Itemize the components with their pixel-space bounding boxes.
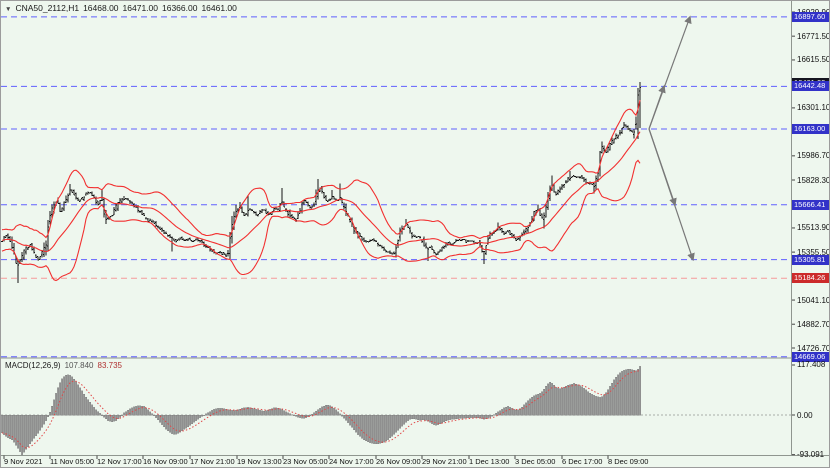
projection-arrow[interactable]	[648, 84, 666, 130]
macd-name: MACD(12,26,9)	[5, 361, 61, 370]
time-axis-label: 23 Nov 05:00	[283, 457, 328, 466]
time-axis-label: 1 Dec 13:00	[469, 457, 510, 466]
time-axis-label: 26 Nov 09:00	[376, 457, 421, 466]
price-axis-label: 16615.50	[797, 55, 830, 65]
ohlc-close: 16461.00	[201, 3, 237, 13]
time-axis-label: 9 Nov 2021	[4, 457, 43, 466]
price-axis-label: 16301.10	[797, 103, 830, 113]
price-level-box: 16163.00	[792, 123, 829, 134]
price-level-box: 16897.60	[792, 11, 829, 22]
chart-dropdown-icon[interactable]: ▼	[5, 6, 12, 13]
macd-axis-label: -93.091	[797, 450, 825, 460]
ohlc-high: 16471.00	[122, 3, 158, 13]
price-level-box: 16442.48	[792, 81, 829, 92]
projection-arrow[interactable]	[648, 128, 695, 262]
price-axis-label: 15828.30	[797, 175, 830, 185]
macd-axis-label: 117.408	[797, 360, 826, 370]
symbol-timeframe-label: CNA50_2112,H1	[15, 3, 80, 13]
price-axis-label: 14882.70	[797, 319, 830, 329]
time-axis-label: 16 Nov 09:00	[143, 457, 188, 466]
price-level-box: 15184.26	[792, 273, 829, 284]
price-axis-label: 15355.50	[797, 247, 830, 257]
bollinger-lower-band	[1, 159, 641, 282]
price-axis-label: 15986.70	[797, 151, 830, 161]
macd-signal-value: 83.735	[97, 361, 122, 370]
time-axis-label: 17 Nov 21:00	[190, 457, 235, 466]
ohlc-open: 16468.00	[83, 3, 119, 13]
ohlc-low: 16366.00	[161, 3, 198, 13]
macd-histogram	[1, 366, 641, 455]
macd-main-value: 107.840	[64, 361, 94, 370]
bollinger-upper-band	[1, 99, 641, 240]
macd-axis-label: 0.00	[797, 410, 813, 420]
macd-indicator-label: MACD(12,26,9) 107.840 83.735	[5, 361, 122, 370]
time-axis-label: 19 Nov 13:00	[237, 457, 282, 466]
time-axis-label: 29 Nov 21:00	[422, 457, 467, 466]
price-axis-label: 15513.90	[797, 223, 830, 233]
price-axis-label: 14726.70	[797, 343, 830, 353]
price-axis-label: 16771.50	[797, 31, 830, 41]
time-axis-label: 6 Dec 17:00	[562, 457, 603, 466]
time-axis-label: 24 Nov 17:00	[329, 457, 374, 466]
title-bar: ▼ CNA50_2112,H1 16468.00 16471.00 16366.00 16…	[5, 3, 241, 13]
bollinger-middle-band	[1, 131, 641, 253]
price-level-box: 15305.81	[792, 254, 829, 265]
time-axis-label: 11 Nov 05:00	[50, 457, 95, 466]
time-axis-label: 3 Dec 05:00	[515, 457, 556, 466]
price-axis-label: 15041.10	[797, 295, 830, 305]
price-level-box: 15666.41	[792, 199, 829, 210]
price-level-box: 14669.06	[792, 351, 829, 362]
bollinger-bands	[1, 99, 641, 282]
time-axis-label: 12 Nov 17:00	[97, 457, 142, 466]
time-axis-label: 8 Dec 09:00	[608, 457, 649, 466]
